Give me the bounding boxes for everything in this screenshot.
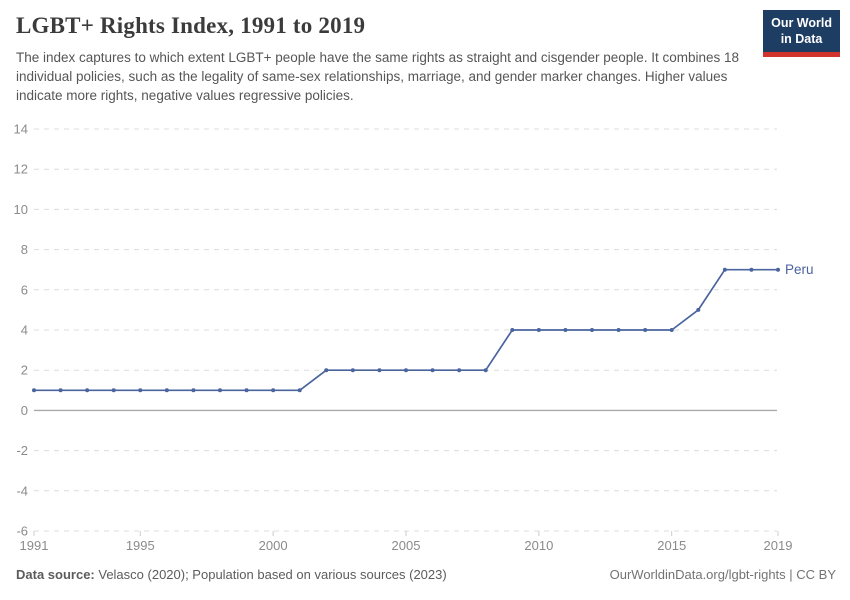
data-point[interactable] xyxy=(85,388,90,393)
data-point[interactable] xyxy=(191,388,196,393)
y-tick-label: 6 xyxy=(21,282,28,297)
x-tick-label: 2005 xyxy=(392,538,421,553)
data-point[interactable] xyxy=(483,368,488,373)
data-point[interactable] xyxy=(430,368,435,373)
data-point[interactable] xyxy=(536,328,541,332)
x-tick-label: 1991 xyxy=(20,538,49,553)
y-tick-label: -6 xyxy=(16,524,28,539)
data-point[interactable] xyxy=(58,388,63,393)
data-point[interactable] xyxy=(244,388,249,393)
x-tick-label: 2000 xyxy=(259,538,288,553)
page-subtitle: The index captures to which extent LGBT+… xyxy=(16,50,740,104)
data-point[interactable] xyxy=(643,328,648,332)
data-point[interactable] xyxy=(138,388,143,393)
chart-footer: Data source: Velasco (2020); Population … xyxy=(16,567,836,582)
data-point[interactable] xyxy=(563,328,568,332)
data-point[interactable] xyxy=(749,267,754,272)
y-tick-label: 10 xyxy=(14,202,28,217)
data-point[interactable] xyxy=(377,368,382,373)
y-tick-label: 2 xyxy=(21,363,28,378)
y-tick-label: -4 xyxy=(16,483,28,498)
data-point[interactable] xyxy=(457,368,462,373)
owid-logo[interactable]: Our World in Data xyxy=(763,10,840,58)
data-point[interactable] xyxy=(164,388,169,393)
data-source-note: Data source: Velasco (2020); Population … xyxy=(16,567,447,582)
data-point[interactable] xyxy=(404,368,408,373)
y-tick-label: 8 xyxy=(21,242,28,257)
y-tick-label: 12 xyxy=(14,162,28,177)
chart-header: LGBT+ Rights Index, 1991 to 2019 The ind… xyxy=(16,13,756,105)
line-chart[interactable]: -6 -4 -2 0 2 4 6 8 10 12 14 1991 1995 2000 2005 2010 201… xyxy=(0,112,850,562)
x-tick-label: 2010 xyxy=(524,538,553,553)
data-point[interactable] xyxy=(669,328,674,332)
data-point[interactable] xyxy=(616,328,621,332)
page-title: LGBT+ Rights Index, 1991 to 2019 xyxy=(16,13,366,38)
x-tick-label: 1995 xyxy=(126,538,155,553)
data-point[interactable] xyxy=(722,267,727,272)
data-source-text: Velasco (2020); Population based on vari… xyxy=(94,567,447,582)
y-tick-label: -2 xyxy=(16,443,28,458)
footer-link[interactable]: OurWorldinData.org/lgbt-rights | CC BY xyxy=(609,567,836,582)
owid-logo-line1: Our World xyxy=(771,16,832,30)
data-point[interactable] xyxy=(324,368,329,373)
y-tick-label: 0 xyxy=(21,403,28,418)
data-point[interactable] xyxy=(776,267,780,272)
entity-label[interactable]: Peru xyxy=(785,262,814,277)
owid-logo-line2: in Data xyxy=(780,31,823,46)
y-tick-label: 14 xyxy=(14,122,28,137)
data-point[interactable] xyxy=(111,388,116,393)
data-point[interactable] xyxy=(32,388,36,393)
x-tick-label: 2019 xyxy=(764,538,793,553)
data-point[interactable] xyxy=(696,307,701,312)
y-tick-label: 4 xyxy=(21,323,28,338)
data-point[interactable] xyxy=(590,328,594,332)
data-source-label: Data source: xyxy=(16,567,95,582)
x-tick-label: 2015 xyxy=(657,538,686,553)
data-point[interactable] xyxy=(218,388,222,393)
data-point[interactable] xyxy=(297,388,302,393)
data-point[interactable] xyxy=(510,328,515,332)
data-point[interactable] xyxy=(350,368,355,373)
data-point[interactable] xyxy=(271,388,276,393)
